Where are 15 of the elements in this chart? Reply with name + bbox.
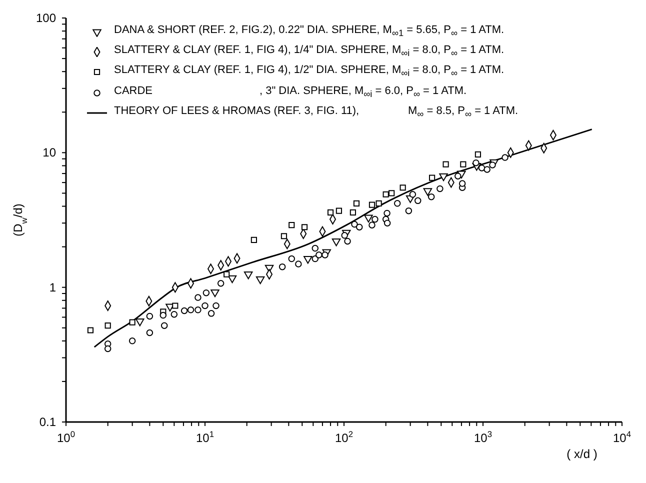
legend-label: DANA & SHORT (REF. 2, FIG.2), 0.22" DIA. SPHERE, M$_{∞1}$ = 5.65, P$_{∞}$ = 1 ATM. [114,23,504,40]
x-tick-label: 10$^{0}$ [56,429,76,445]
x-tick-label: 10$^{3}$ [474,429,492,445]
y-tick-label: 0.1 [39,415,56,429]
legend-label: THEORY OF LEES & HROMAS (REF. 3, FIG. 11), M$_{∞}$ = 8.5, P$_{∞}$ = 1 ATM. [114,104,518,121]
x-tick-label: 10$^{4}$ [612,429,632,445]
x-tick-label: 10$^{2}$ [334,429,354,445]
legend-label: CARDE , 3" DIA. SPHERE, M$_{∞i}$ = 6.0, P$_{∞}$ = 1 ATM. [114,84,467,101]
legend-label: SLATTERY & CLAY (REF. 1, FIG 4), 1/4" DIA. SPHERE, M$_{∞i}$ = 8.0, P$_{∞}$ = 1 ATM. [114,43,504,60]
legend-label: SLATTERY & CLAY (REF. 1, FIG 4), 1/2" DIA. SPHERE, M$_{∞i}$ = 8.0, P$_{∞}$ = 1 ATM. [114,63,504,81]
y-tick-label: 10 [42,146,56,160]
y-tick-label: 1 [49,280,56,294]
x-axis-title: ( x/d ) [566,447,598,461]
x-tick-label: 10$^{1}$ [196,429,214,445]
y-tick-label: 100 [36,11,56,25]
